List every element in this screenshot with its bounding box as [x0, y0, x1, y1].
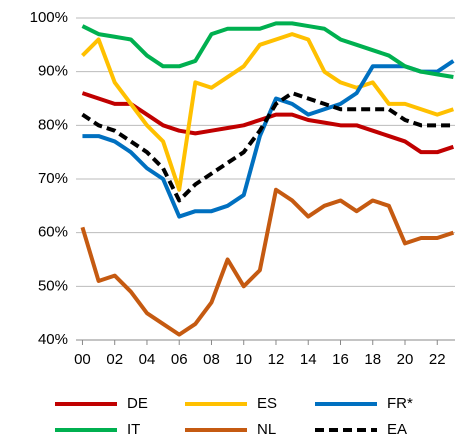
x-tick-label: 04: [139, 351, 156, 368]
series-line: [81, 91, 454, 203]
legend-label: FR*: [387, 395, 413, 412]
x-tick-label: 22: [429, 351, 446, 368]
y-tick-label: 80%: [38, 116, 68, 133]
x-tick-label: 12: [268, 351, 285, 368]
y-tick-label: 70%: [38, 170, 68, 187]
legend-label: NL: [257, 421, 276, 436]
x-tick-label: 10: [235, 351, 252, 368]
legend-label: IT: [127, 421, 140, 436]
x-tick-label: 00: [74, 351, 91, 368]
series-line: [80, 187, 455, 337]
x-tick-label: 08: [203, 351, 220, 368]
y-tick-label: 100%: [30, 9, 68, 26]
x-tick-label: 14: [300, 351, 317, 368]
legend-label: ES: [257, 395, 277, 412]
y-tick-label: 60%: [38, 224, 68, 241]
x-tick-label: 18: [364, 351, 381, 368]
y-tick-label: 40%: [38, 331, 68, 348]
x-tick-label: 02: [106, 351, 123, 368]
x-tick-label: 06: [171, 351, 188, 368]
legend-label: DE: [127, 395, 148, 412]
x-tick-label: 20: [397, 351, 414, 368]
x-tick-label: 16: [332, 351, 349, 368]
y-tick-label: 50%: [38, 277, 68, 294]
legend-label: EA: [387, 421, 407, 436]
y-tick-label: 90%: [38, 63, 68, 80]
series-line: [81, 21, 454, 80]
series-line: [81, 32, 455, 192]
